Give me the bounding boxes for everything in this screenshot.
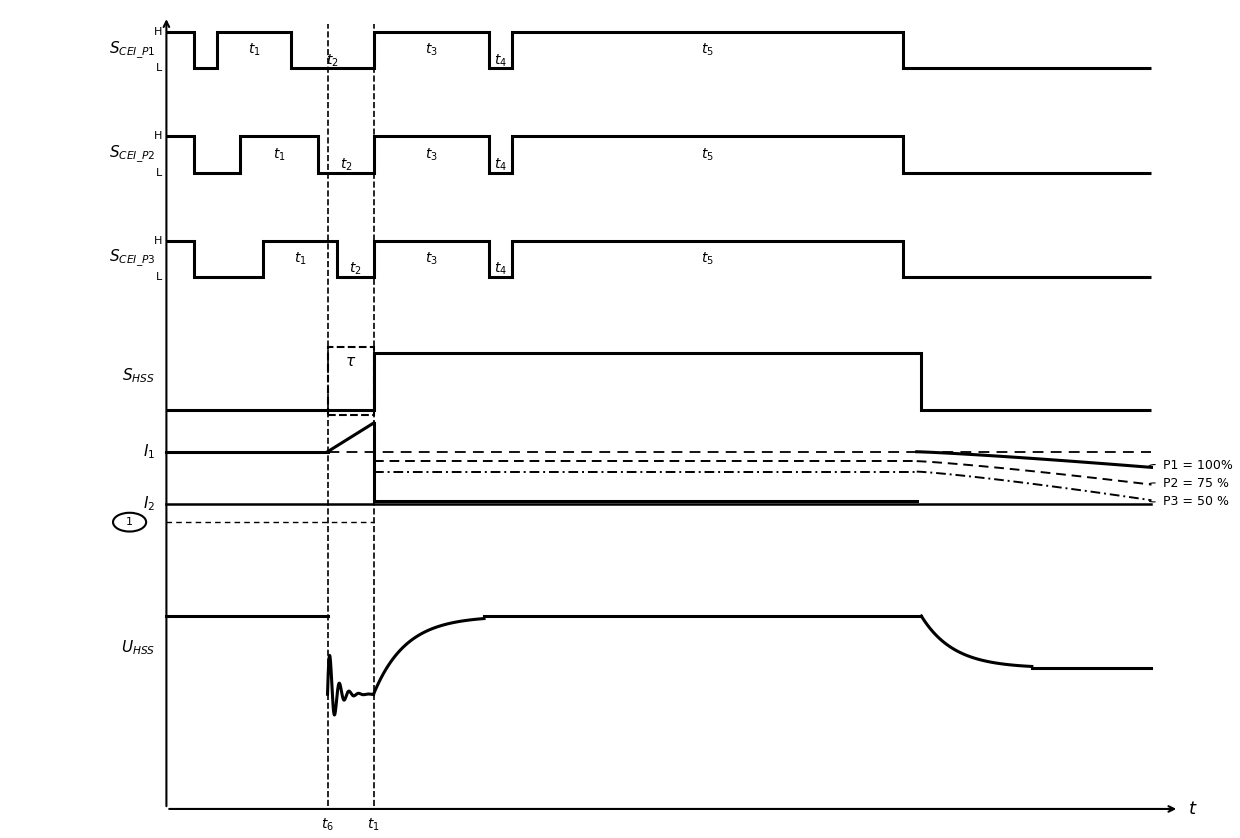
Text: $t_1$: $t_1$ [294, 251, 306, 267]
Text: $t_5$: $t_5$ [701, 251, 714, 267]
Text: $t_3$: $t_3$ [424, 147, 438, 163]
Text: $U_{HSS}$: $U_{HSS}$ [122, 638, 155, 657]
Text: $t_4$: $t_4$ [494, 53, 507, 69]
Text: $t$: $t$ [1188, 800, 1198, 818]
Bar [327, 348, 373, 416]
Text: $\tau$: $\tau$ [345, 354, 356, 369]
Text: L: L [155, 272, 161, 282]
Text: $t_6$: $t_6$ [321, 817, 334, 833]
Text: $S_{CEI\_P2}$: $S_{CEI\_P2}$ [109, 144, 155, 165]
Text: $t_3$: $t_3$ [424, 42, 438, 59]
Text: $t_2$: $t_2$ [348, 261, 362, 277]
Text: $t_2$: $t_2$ [340, 157, 352, 173]
Text: $t_4$: $t_4$ [494, 157, 507, 173]
Text: $S_{HSS}$: $S_{HSS}$ [123, 367, 155, 385]
Text: 1: 1 [126, 517, 133, 527]
Text: $t_1$: $t_1$ [248, 42, 260, 59]
Text: $S_{CEI\_P1}$: $S_{CEI\_P1}$ [109, 39, 155, 60]
Text: $t_5$: $t_5$ [701, 147, 714, 163]
Text: $t_2$: $t_2$ [326, 53, 339, 69]
Text: P1 = 100%: P1 = 100% [1163, 459, 1233, 472]
Text: $I_1$: $I_1$ [143, 442, 155, 461]
Text: L: L [155, 168, 161, 178]
Text: $I_2$: $I_2$ [143, 494, 155, 513]
Text: H: H [154, 235, 161, 246]
Text: $S_{CEI\_P3}$: $S_{CEI\_P3}$ [109, 248, 155, 269]
Text: H: H [154, 132, 161, 142]
Text: $t_1$: $t_1$ [273, 147, 285, 163]
Text: P3 = 50 %: P3 = 50 % [1163, 494, 1229, 508]
Text: H: H [154, 27, 161, 37]
Text: $t_5$: $t_5$ [701, 42, 714, 59]
Text: P2 = 75 %: P2 = 75 % [1163, 477, 1229, 490]
Text: L: L [155, 64, 161, 74]
Text: $t_3$: $t_3$ [424, 251, 438, 267]
Text: $t_1$: $t_1$ [367, 817, 379, 833]
Text: $t_4$: $t_4$ [494, 261, 507, 277]
